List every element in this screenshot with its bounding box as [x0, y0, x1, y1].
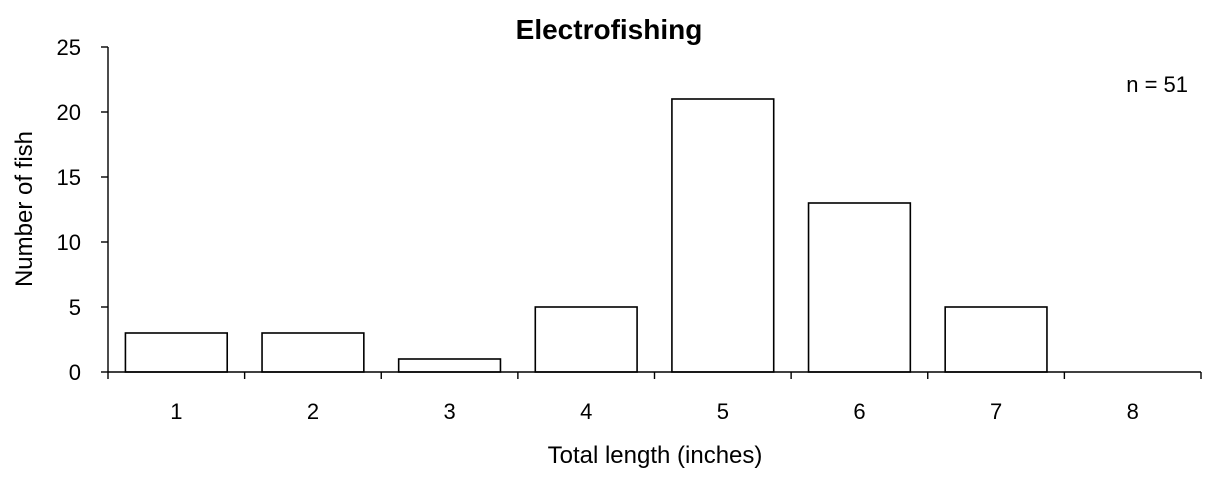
- bar-7: [944, 306, 1048, 373]
- y-tick-label: 5: [69, 295, 81, 320]
- bar-4: [534, 306, 638, 373]
- bar-2: [261, 332, 365, 373]
- x-tick-label: 4: [580, 399, 592, 424]
- x-tick-label: 1: [170, 399, 182, 424]
- chart-title: Electrofishing: [516, 14, 703, 45]
- x-tick-label: 8: [1127, 399, 1139, 424]
- x-tick-label: 7: [990, 399, 1002, 424]
- x-tick-label: 3: [443, 399, 455, 424]
- sample-size-annotation: n = 51: [1126, 72, 1188, 97]
- x-tick-label: 6: [853, 399, 865, 424]
- bar-3: [397, 358, 502, 373]
- y-tick-label: 25: [57, 35, 81, 60]
- y-axis-label: Number of fish: [11, 131, 38, 287]
- x-tick-label: 5: [717, 399, 729, 424]
- plot-area: 0 5 10 15 20 25 1 2 3 4 5 6 7 8: [57, 35, 1202, 424]
- y-tick-label: 20: [57, 100, 81, 125]
- y-tick-label: 15: [57, 165, 81, 190]
- x-axis-label: Total length (inches): [548, 442, 763, 469]
- y-tick-label: 0: [69, 360, 81, 385]
- bar-1: [124, 332, 229, 373]
- bar-6: [807, 202, 912, 373]
- y-tick-label: 10: [57, 230, 81, 255]
- bar-5: [671, 98, 775, 373]
- x-tick-label: 2: [307, 399, 319, 424]
